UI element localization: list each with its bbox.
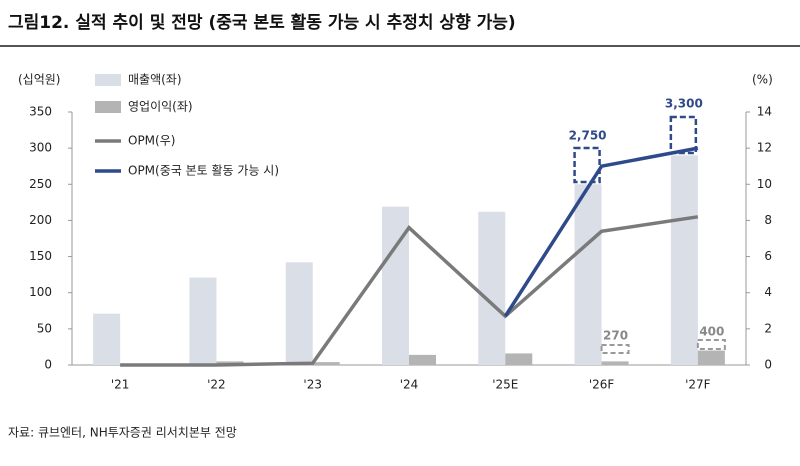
y-tick-label: 150 — [29, 249, 52, 263]
y-tick-label: 300 — [29, 141, 52, 155]
annotation: 2,750 — [569, 129, 607, 143]
upside-box — [696, 339, 726, 350]
legend-swatch — [95, 74, 121, 86]
y2-tick-label: 4 — [764, 285, 772, 299]
y-tick-label: 200 — [29, 213, 52, 227]
legend-label: OPM(우) — [128, 134, 175, 148]
line — [120, 215, 699, 367]
bar — [93, 313, 121, 365]
x-tick-label: '26F — [589, 378, 615, 392]
legend-label: 매출액(좌) — [128, 73, 182, 87]
bar — [697, 350, 725, 365]
y2-tick-label: 0 — [764, 358, 772, 372]
y2-tick-label: 14 — [757, 105, 772, 119]
y2-tick-label: 12 — [757, 141, 772, 155]
bar — [505, 353, 533, 365]
upside-box — [669, 115, 698, 155]
legend-swatch — [95, 101, 121, 113]
bar — [409, 354, 436, 365]
annotation: 400 — [699, 325, 724, 339]
bar — [478, 211, 506, 365]
upside-box — [600, 344, 630, 354]
y2-axis-label: (%) — [752, 73, 773, 87]
y-tick-label: 350 — [29, 105, 52, 119]
y-axis-label: (십억원) — [18, 73, 60, 87]
x-tick-label: '21 — [111, 378, 130, 392]
bar — [574, 184, 602, 365]
y2-tick-label: 10 — [757, 177, 772, 191]
y-tick-label: 0 — [44, 358, 52, 372]
legend-label: 영업이익(좌) — [128, 100, 193, 114]
y2-tick-label: 8 — [764, 213, 772, 227]
y-tick-label: 250 — [29, 177, 52, 191]
annotation: 3,300 — [665, 97, 703, 111]
y2-tick-label: 6 — [764, 249, 772, 263]
y-tick-label: 50 — [37, 321, 52, 335]
line — [503, 146, 699, 318]
y2-tick-label: 2 — [764, 321, 772, 335]
bar — [189, 277, 217, 365]
legend-label: OPM(중국 본토 활동 가능 시) — [128, 164, 279, 178]
x-tick-label: '23 — [303, 378, 322, 392]
y-tick-label: 100 — [29, 285, 52, 299]
chart-title: 그림12. 실적 추이 및 전망 (중국 본토 활동 가능 시 추정치 상향 가… — [8, 12, 516, 33]
bar — [601, 361, 629, 365]
x-tick-label: '22 — [207, 378, 226, 392]
bar — [285, 262, 313, 365]
upside-box — [573, 146, 601, 184]
x-tick-label: '24 — [400, 378, 419, 392]
annotation: 270 — [603, 329, 628, 343]
x-tick-label: '27F — [685, 378, 711, 392]
x-tick-label: '25E — [492, 378, 518, 392]
bar — [312, 362, 340, 365]
source: 자료: 큐브엔터, NH투자증권 리서치본부 전망 — [8, 426, 237, 440]
bar — [670, 155, 698, 365]
